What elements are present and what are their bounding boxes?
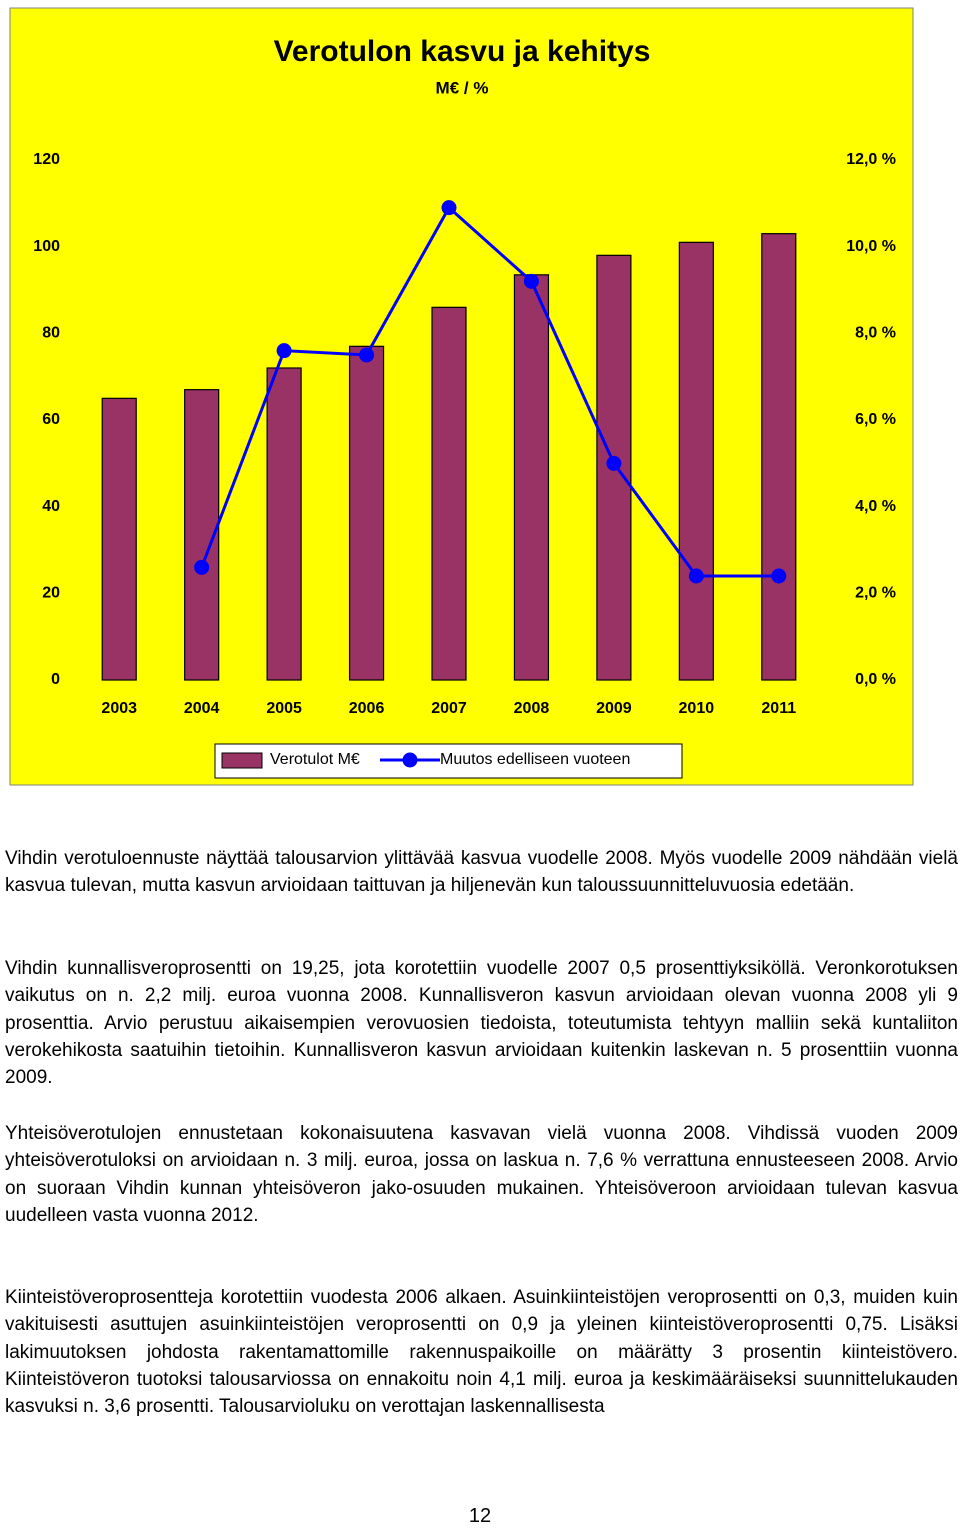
page-number: 12 — [468, 1505, 492, 1527]
legend-marker — [402, 752, 418, 768]
bar — [761, 233, 797, 681]
paragraph: Vihdin verotuloennuste näyttää talousarv… — [5, 848, 958, 897]
bar — [431, 306, 467, 681]
line-marker — [194, 559, 210, 575]
bar — [513, 274, 550, 681]
line-marker — [606, 455, 622, 471]
bar — [348, 345, 385, 681]
y-tick-label: 100 — [33, 238, 60, 255]
line-marker — [688, 568, 704, 584]
y2-tick-label: 6,0 % — [855, 411, 896, 428]
line-marker — [523, 273, 539, 289]
y-tick-label: 60 — [42, 411, 60, 428]
y2-tick-label: 0,0 % — [855, 671, 896, 688]
paragraph: Yhteisöverotulojen ennustetaan kokonaisu… — [5, 1123, 958, 1226]
x-tick-label: 2007 — [431, 700, 467, 717]
chart-subtitle: M€ / % — [436, 78, 489, 97]
bar — [678, 241, 714, 681]
x-tick-label: 2009 — [596, 700, 632, 717]
y2-tick-label: 10,0 % — [846, 238, 896, 255]
x-tick-label: 2004 — [184, 700, 220, 717]
line-marker — [771, 568, 787, 584]
y-tick-label: 80 — [42, 325, 60, 342]
line — [200, 205, 779, 578]
x-tick-label: 2006 — [349, 700, 385, 717]
legend-label: Verotulot M€ — [270, 751, 360, 768]
line-marker — [441, 200, 457, 216]
x-tick-label: 2011 — [761, 700, 796, 717]
y2-tick-label: 2,0 % — [855, 585, 896, 602]
paragraph: Vihdin kunnallisveroprosentti on 19,25, … — [5, 958, 958, 1089]
y-tick-label: 0 — [51, 671, 60, 688]
legend-label: Muutos edelliseen vuoteen — [440, 751, 630, 768]
y-tick-label: 120 — [33, 151, 60, 168]
y-tick-label: 40 — [42, 498, 60, 515]
line-marker — [359, 347, 375, 363]
x-tick-label: 2005 — [266, 700, 302, 717]
chart: Verotulon kasvu ja kehitys M€ / % 0 20 40 6… — [9, 7, 914, 786]
y2-tick-label: 8,0 % — [855, 325, 896, 342]
chart-title: Verotulon kasvu ja kehitys — [274, 35, 651, 68]
paragraph: Kiinteistöveroprosentteja korotettiin vu… — [5, 1287, 958, 1418]
bar — [266, 367, 302, 681]
legend-box — [214, 743, 683, 779]
bar — [101, 397, 137, 681]
y-tick-label: 20 — [42, 585, 60, 602]
x-tick-label: 2008 — [514, 700, 550, 717]
y2-tick-label: 12,0 % — [846, 151, 896, 168]
y2-tick-label: 4,0 % — [855, 498, 896, 515]
x-tick-label: 2003 — [101, 700, 137, 717]
line-marker — [276, 343, 292, 359]
x-tick-label: 2010 — [679, 700, 715, 717]
legend-swatch — [221, 752, 263, 769]
